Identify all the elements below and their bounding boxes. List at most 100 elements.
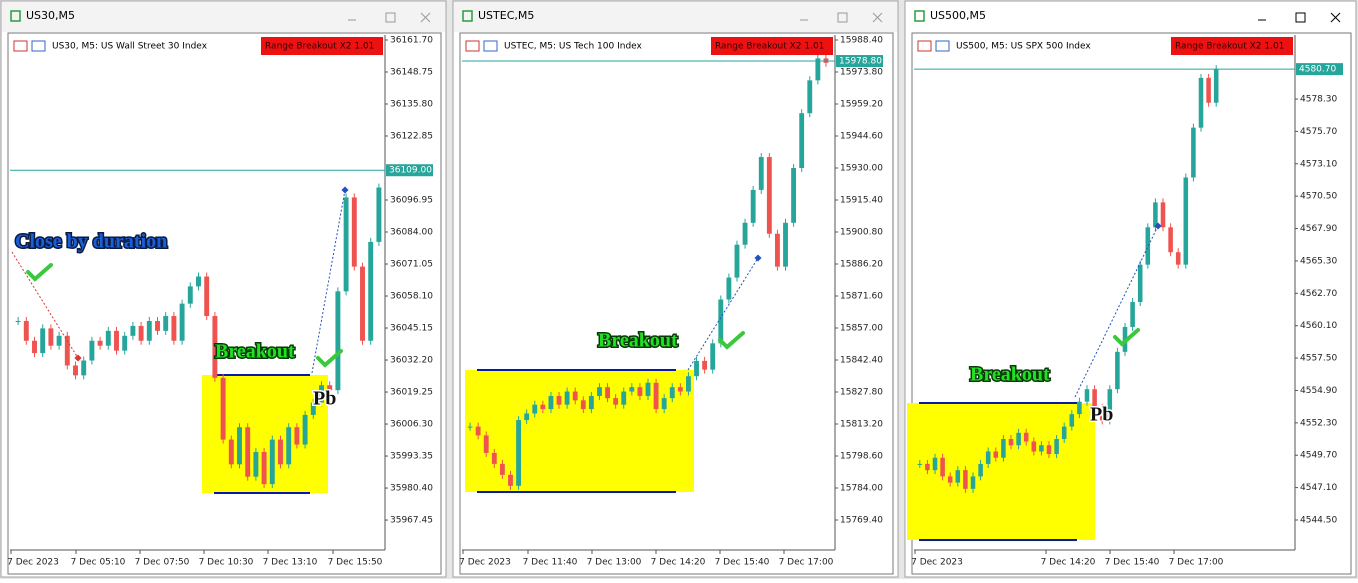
close-button[interactable] [420, 12, 431, 23]
chart-header: USTEC, M5: US Tech 100 Index [504, 42, 643, 52]
candle [580, 400, 586, 410]
candle [114, 330, 119, 351]
candle [146, 320, 152, 341]
candle [1046, 445, 1052, 454]
candle [548, 395, 554, 410]
maximize-button[interactable] [385, 12, 396, 23]
range-box [907, 403, 1095, 540]
candle [368, 241, 374, 341]
chart-header: US30, M5: US Wall Street 30 Index [52, 42, 208, 52]
price-tick-label: 4547.10 [1300, 483, 1337, 493]
candle [726, 277, 732, 300]
candle [955, 470, 961, 483]
candle [637, 387, 643, 396]
maximize-button[interactable] [1295, 12, 1306, 23]
price-tick-label: 36019.25 [390, 388, 433, 398]
price-tick-label: 15769.40 [840, 515, 883, 525]
candle [48, 328, 54, 346]
candle [516, 420, 522, 486]
time-label: 7 Dec 11:40 [523, 558, 578, 568]
candle [947, 476, 953, 483]
time-label: 7 Dec 17:00 [1169, 558, 1224, 568]
time-label: 7 Dec 13:10 [263, 558, 318, 568]
time-label: 7 Dec 17:00 [779, 558, 834, 568]
candle [1145, 227, 1151, 265]
price-tick-label: 15886.20 [840, 259, 883, 269]
candle [686, 376, 691, 392]
candle [661, 398, 667, 410]
candle [807, 80, 813, 114]
candle [499, 463, 505, 475]
price-tick-label: 4549.70 [1300, 451, 1337, 461]
candle [1069, 414, 1075, 427]
price-tick-label: 36006.30 [390, 420, 433, 430]
trade-marker [754, 254, 762, 262]
price-tick-label: 4575.70 [1300, 127, 1337, 137]
candle [1130, 302, 1135, 327]
indicator-badge [711, 37, 833, 55]
candle [742, 222, 748, 245]
candle [694, 360, 699, 377]
price-tick-label: 15798.60 [840, 451, 883, 461]
candle [1031, 441, 1037, 452]
time-label: 7 Dec 05:10 [71, 558, 126, 568]
annotation: Breakout [598, 330, 678, 352]
candle [815, 58, 821, 81]
indicator-label: Range Breakout X2 1.01 [715, 42, 824, 52]
candle [766, 157, 772, 234]
candle [278, 439, 283, 465]
candle [588, 395, 594, 410]
candle [1175, 252, 1181, 265]
candle [629, 387, 635, 392]
candle [228, 439, 234, 465]
time-label: 7 Dec 10:30 [199, 558, 254, 568]
candle [791, 167, 797, 223]
candle [1160, 202, 1166, 228]
indicator-label: Range Breakout X2 1.01 [1175, 42, 1284, 52]
indicator-badge [1171, 37, 1293, 55]
candle [963, 470, 968, 489]
candle [327, 385, 333, 391]
candle [15, 320, 21, 322]
candle [1001, 439, 1006, 458]
trade-line [311, 189, 346, 374]
price-tick-label: 35980.40 [390, 484, 433, 494]
indicator-badge [261, 37, 383, 55]
candle [105, 330, 111, 346]
candle [917, 463, 923, 465]
price-tick-label: 36122.85 [390, 132, 433, 142]
chart-icons [465, 40, 480, 52]
close-button[interactable] [872, 12, 883, 23]
candle [97, 340, 103, 346]
price-tick-label: 4557.50 [1300, 354, 1337, 364]
maximize-button[interactable] [837, 12, 848, 23]
candle [302, 414, 308, 445]
check-mark [718, 331, 745, 350]
annotation: Close by duration [15, 231, 167, 253]
close-button[interactable] [1330, 12, 1341, 23]
candle [508, 474, 513, 486]
price-tick-label: 15915.40 [840, 195, 883, 205]
price-tick-label: 36148.75 [390, 67, 433, 77]
current-price-label: 36109.00 [389, 166, 432, 176]
title-bar [906, 2, 1355, 32]
current-price-label: 15978.80 [839, 57, 882, 67]
candle [360, 266, 365, 341]
candle [1008, 439, 1014, 446]
candle [718, 299, 724, 344]
candle [343, 197, 349, 292]
chart-icons [483, 40, 498, 52]
candle [1084, 389, 1090, 402]
candle [1077, 401, 1082, 415]
time-label: 7 Dec 15:40 [1105, 558, 1160, 568]
candle [677, 387, 683, 392]
candle [1107, 389, 1113, 421]
candle [204, 276, 210, 317]
price-tick-label: 4544.50 [1300, 515, 1337, 525]
candle [734, 244, 740, 278]
candle [89, 340, 95, 361]
candle [187, 286, 193, 304]
price-tick-label: 15784.00 [840, 483, 883, 493]
price-tick-label: 4554.90 [1300, 386, 1337, 396]
